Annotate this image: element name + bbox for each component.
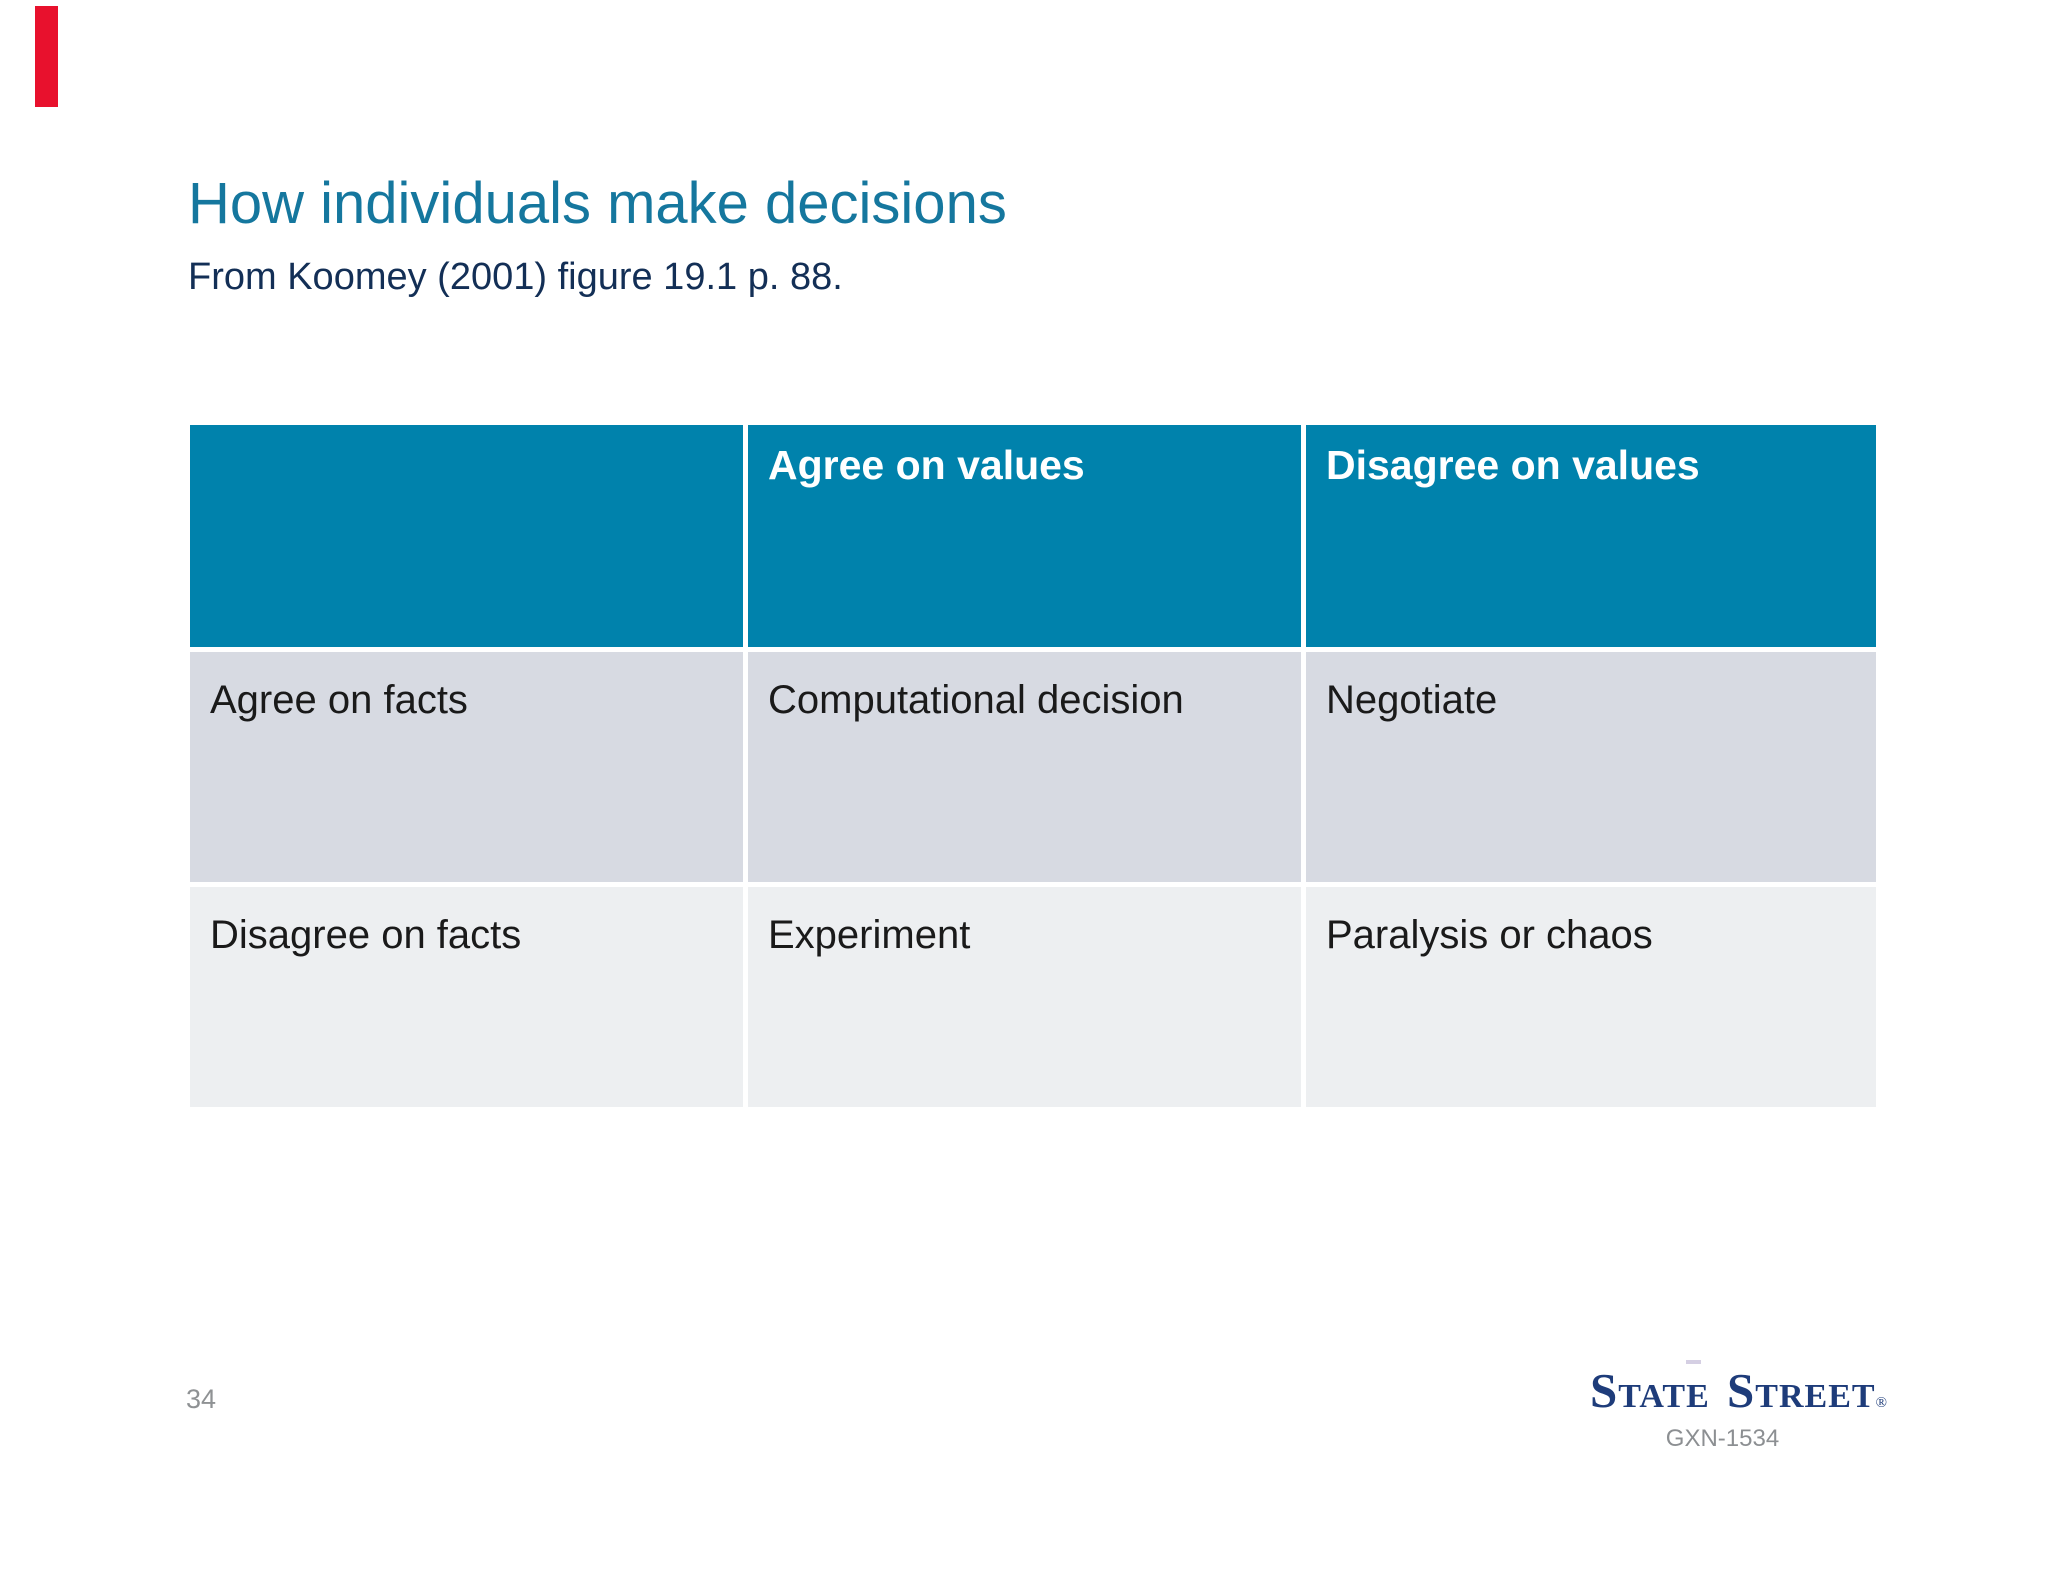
table-cell-paralysis-or-chaos: Paralysis or chaos <box>1306 887 1876 1107</box>
slide-title: How individuals make decisions <box>188 171 1007 236</box>
red-accent-bar <box>35 6 58 107</box>
logo-flag-mark <box>1686 1360 1701 1364</box>
slide-subtitle: From Koomey (2001) figure 19.1 p. 88. <box>188 256 843 298</box>
page-number: 34 <box>186 1384 217 1414</box>
state-street-logo: State Street® GXN-1534 <box>1590 1360 1887 1453</box>
decision-matrix-table: Agree on values Disagree on values Agree… <box>190 425 1876 1107</box>
footer-code: GXN-1534 <box>1665 1425 1780 1452</box>
table-row-header-agree-on-facts: Agree on facts <box>190 652 743 882</box>
table-cell-experiment: Experiment <box>748 887 1301 1107</box>
table-header-cell-agree-on-values: Agree on values <box>748 425 1301 647</box>
table-cell-negotiate: Negotiate <box>1306 652 1876 882</box>
logo-wordmark-line: State Street® <box>1590 1360 1887 1418</box>
table-cell-computational-decision: Computational decision <box>748 652 1301 882</box>
table-row-header-disagree-on-facts: Disagree on facts <box>190 887 743 1107</box>
registered-trademark-icon: ® <box>1875 1395 1887 1411</box>
table-header-cell-empty <box>190 425 743 647</box>
table-header-cell-disagree-on-values: Disagree on values <box>1306 425 1876 647</box>
logo-wordmark: State Street <box>1590 1363 1876 1418</box>
